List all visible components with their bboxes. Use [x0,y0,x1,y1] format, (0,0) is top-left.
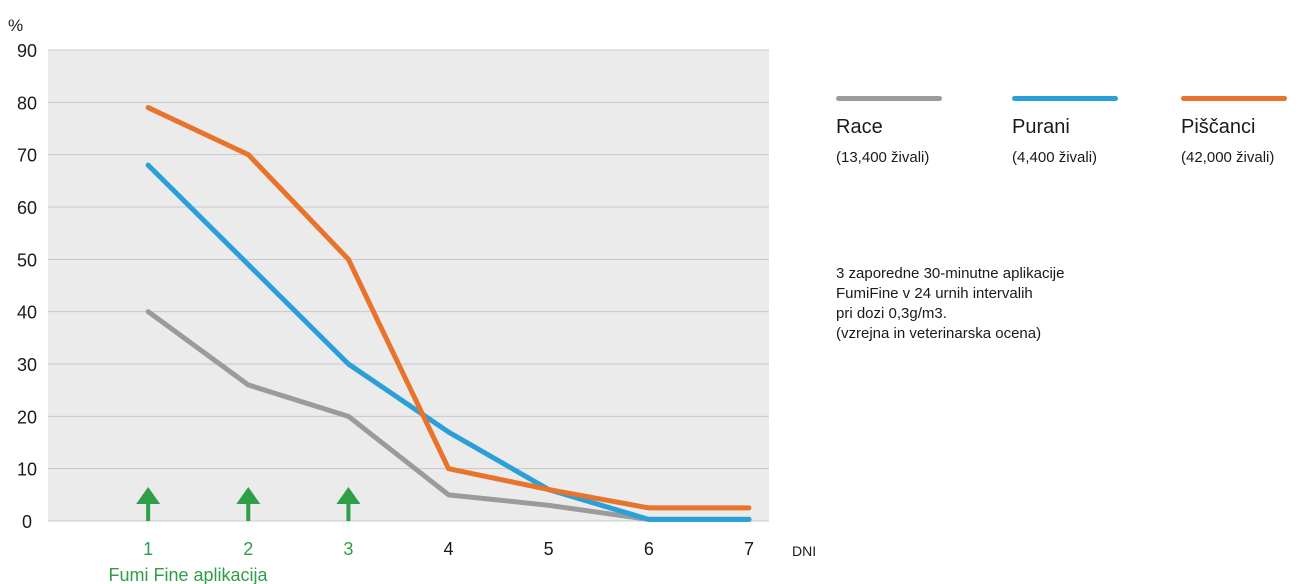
x-tick-label: 5 [544,539,554,559]
up-arrow-icon [336,487,361,504]
series-line-piščanci [145,105,752,511]
legend-swatch-piscanci [1181,96,1287,101]
x-tick-label: 1 [143,539,153,559]
legend-item-piscanci: Piščanci (42,000 živali) [1181,96,1287,166]
note-line: (vzrejna in veterinarska ocena) [836,325,1042,342]
y-axis-label: % [8,16,23,35]
legend-name-piscanci: Piščanci [1181,116,1256,138]
x-tick-label: 7 [744,539,754,559]
application-note: 3 zaporedne 30-minutne aplikacije FumiFi… [836,264,1064,344]
legend-name-purani: Purani [1012,116,1070,138]
up-arrow-icon [236,487,261,504]
y-tick-label: 20 [17,407,37,427]
y-tick-label: 90 [17,41,37,61]
plot-background [48,50,769,521]
y-tick-label: 30 [17,355,37,375]
legend-count-piscanci: (42,000 živali) [1181,149,1275,166]
application-label: Fumi Fine aplikacija [108,565,268,584]
legend-swatch-race [836,96,942,101]
note-line: pri dozi 0,3g/m3. [836,305,947,322]
series-line-purani [145,162,752,522]
legend-count-race: (13,400 živali) [836,149,930,166]
legend-swatch-purani [1012,96,1118,101]
up-arrow-stem [346,503,351,521]
y-tick-labels: 0 10 20 30 40 50 60 70 80 90 [17,41,37,532]
x-tick-label: 6 [644,539,654,559]
y-tick-label: 10 [17,460,37,480]
up-arrow-icon [136,487,161,504]
note-line: FumiFine v 24 urnih intervalih [836,285,1033,302]
y-tick-label: 70 [17,146,37,166]
y-tick-label: 50 [17,250,37,270]
y-tick-label: 60 [17,198,37,218]
legend-item-race: Race (13,400 živali) [836,96,942,166]
legend-name-race: Race [836,116,883,138]
up-arrow-stem [146,503,151,521]
x-axis-label: DNI [792,543,816,559]
y-tick-label: 40 [17,303,37,323]
note-line: 3 zaporedne 30-minutne aplikacije [836,265,1065,282]
up-arrow-stem [246,503,251,521]
application-arrows [136,487,361,521]
x-tick-label: 3 [343,539,353,559]
legend-count-purani: (4,400 živali) [1012,149,1098,166]
legend-item-purani: Purani (4,400 živali) [1012,96,1118,166]
y-tick-label: 0 [22,512,32,532]
x-tick-label: 2 [243,539,253,559]
y-tick-label: 80 [17,93,37,113]
x-tick-labels: 1 2 3 4 5 6 7 [143,539,754,559]
series-lines [145,105,752,522]
x-tick-label: 4 [444,539,454,559]
